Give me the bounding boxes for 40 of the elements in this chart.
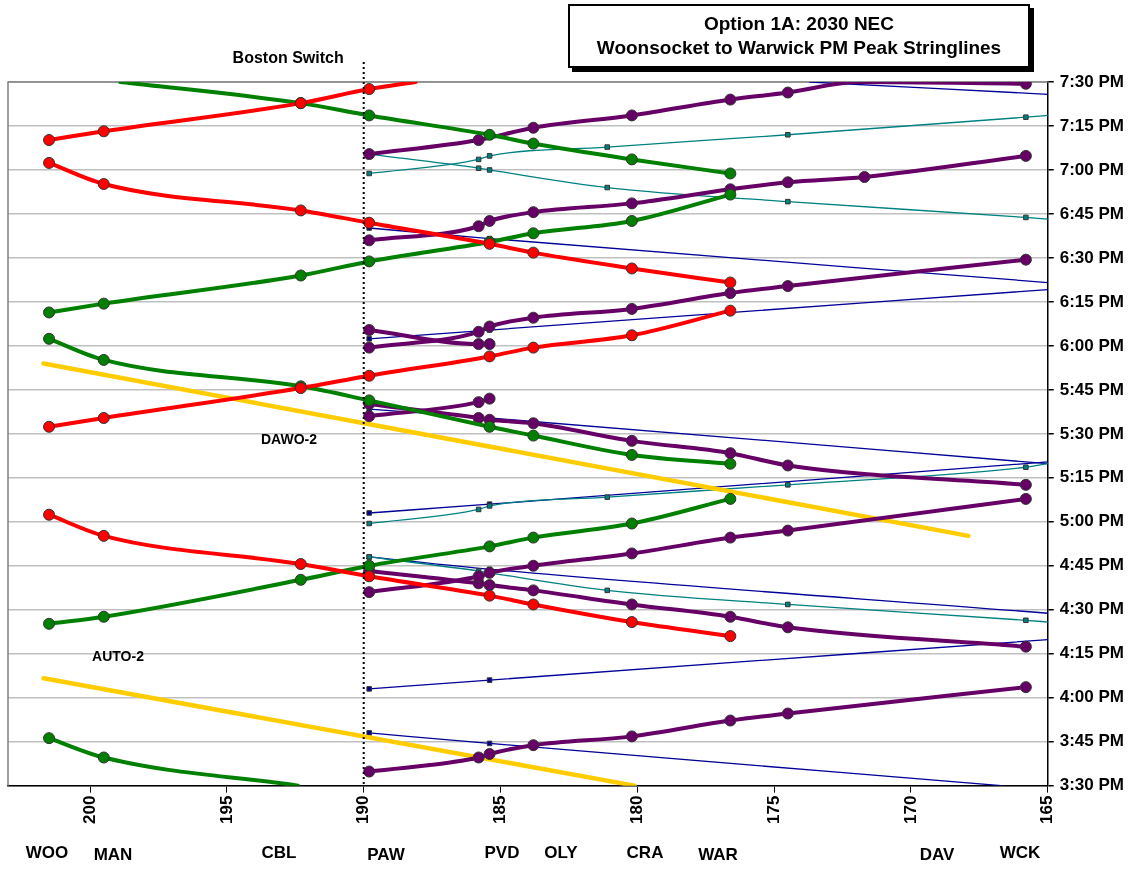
y-tick-label: 7:15 PM	[1059, 115, 1124, 135]
x-tick-label: 185	[490, 795, 510, 825]
y-tick-label: 4:45 PM	[1059, 555, 1124, 575]
y-tick-label: 5:00 PM	[1059, 511, 1124, 531]
y-tick-label: 5:15 PM	[1059, 467, 1124, 487]
x-tick-label: 170	[900, 795, 920, 825]
ref-line-label: Boston Switch	[232, 49, 344, 67]
annotation: AUTO-2	[92, 647, 145, 664]
x-tick-label: 180	[627, 795, 647, 825]
text: WCK	[999, 842, 1042, 862]
text: PVD	[484, 842, 520, 862]
y-tick-label: 6:00 PM	[1059, 335, 1124, 355]
y-tick-label: 4:00 PM	[1059, 687, 1124, 707]
x-tick-label: 175	[763, 795, 783, 825]
y-tick-label: 3:30 PM	[1059, 775, 1124, 795]
text: PAW	[367, 844, 406, 864]
y-tick-label: 4:30 PM	[1059, 599, 1124, 619]
x-tick-label: 165	[1037, 795, 1057, 825]
chart-subtitle: Woonsocket to Warwick PM Peak Stringlines	[595, 36, 1003, 60]
text: DAV	[919, 844, 955, 864]
text: CRA	[626, 842, 664, 862]
text: WOO	[25, 842, 69, 862]
text: WAR	[698, 844, 738, 864]
text: CBL	[261, 842, 297, 862]
text: OLY	[544, 842, 579, 862]
y-tick-label: 6:15 PM	[1059, 291, 1124, 311]
x-tick-label: 190	[353, 795, 373, 825]
y-tick-label: 4:15 PM	[1059, 643, 1124, 663]
x-tick-label: 200	[79, 795, 99, 825]
y-tick-label: 7:00 PM	[1059, 159, 1124, 179]
y-tick-label: 7:30 PM	[1059, 71, 1124, 91]
y-tick-label: 5:45 PM	[1059, 379, 1124, 399]
x-tick-label: 195	[216, 795, 236, 825]
y-tick-label: 6:30 PM	[1059, 247, 1124, 267]
chart-title: Option 1A: 2030 NEC	[702, 12, 895, 36]
y-tick-label: 3:45 PM	[1059, 731, 1124, 751]
text: MAN	[93, 844, 133, 864]
annotation: DAWO-2	[261, 430, 318, 447]
y-tick-label: 6:45 PM	[1059, 203, 1124, 223]
y-tick-label: 5:30 PM	[1059, 423, 1124, 443]
